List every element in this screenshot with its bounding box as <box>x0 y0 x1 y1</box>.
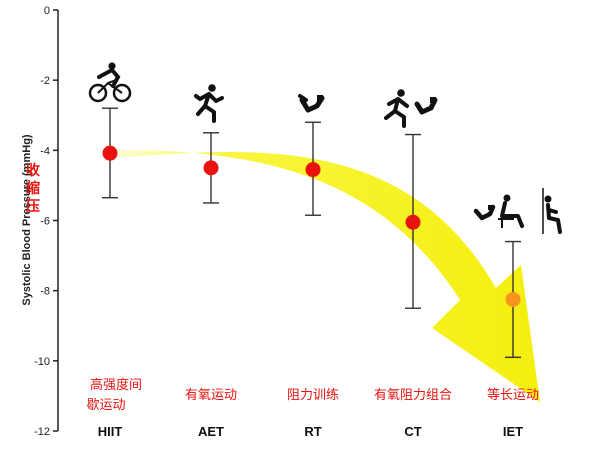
category-label: IET <box>503 424 523 439</box>
data-point-hiit <box>102 145 118 161</box>
category-label-cn: 等长运动 <box>487 387 539 403</box>
category-label: CT <box>404 424 421 439</box>
y-tick-label: -8 <box>40 286 50 298</box>
resistance-icon <box>298 94 325 113</box>
y-tick-label: 0 <box>44 5 50 17</box>
category-label-cn: 高强度间 <box>90 377 142 393</box>
y-tick-label: -4 <box>40 145 50 157</box>
data-point-iet <box>505 291 521 307</box>
category-label-cn: 阻力训练 <box>287 388 339 403</box>
y-axis-ticks: 0 -2 -4 -6 -8 -10 -12 <box>34 5 58 438</box>
y-tick-label: -6 <box>40 216 50 228</box>
isometric-icon <box>473 188 562 234</box>
category-label-cn: 歇运动 <box>86 398 125 413</box>
category-label: AET <box>198 424 224 439</box>
cyclist-icon <box>88 62 132 103</box>
y-tick-label: -12 <box>34 426 50 438</box>
runner-icon <box>194 84 224 123</box>
data-point-rt <box>305 162 321 178</box>
y-axis-label-cn: 收 缩 压 <box>26 162 41 215</box>
data-point-aet <box>203 160 219 176</box>
category-label: RT <box>304 424 321 439</box>
y-axis-label-cn-3: 压 <box>26 199 40 215</box>
trend-arrow <box>118 150 540 402</box>
category-label: HIIT <box>98 424 123 439</box>
runner-resistance-icon <box>384 89 438 128</box>
y-tick-label: -10 <box>34 356 50 368</box>
y-axis-label-cn-1: 收 <box>26 162 41 179</box>
category-label-cn: 有氧阻力组合 <box>374 388 452 403</box>
data-point-ct <box>405 214 421 230</box>
y-axis-label-cn-2: 缩 <box>26 180 40 197</box>
category-label-cn: 有氧运动 <box>185 388 237 403</box>
data-points <box>102 145 521 307</box>
y-axis-label: Systolic Blood Pressure (mmHg) <box>21 134 33 305</box>
y-tick-label: -2 <box>40 75 50 87</box>
